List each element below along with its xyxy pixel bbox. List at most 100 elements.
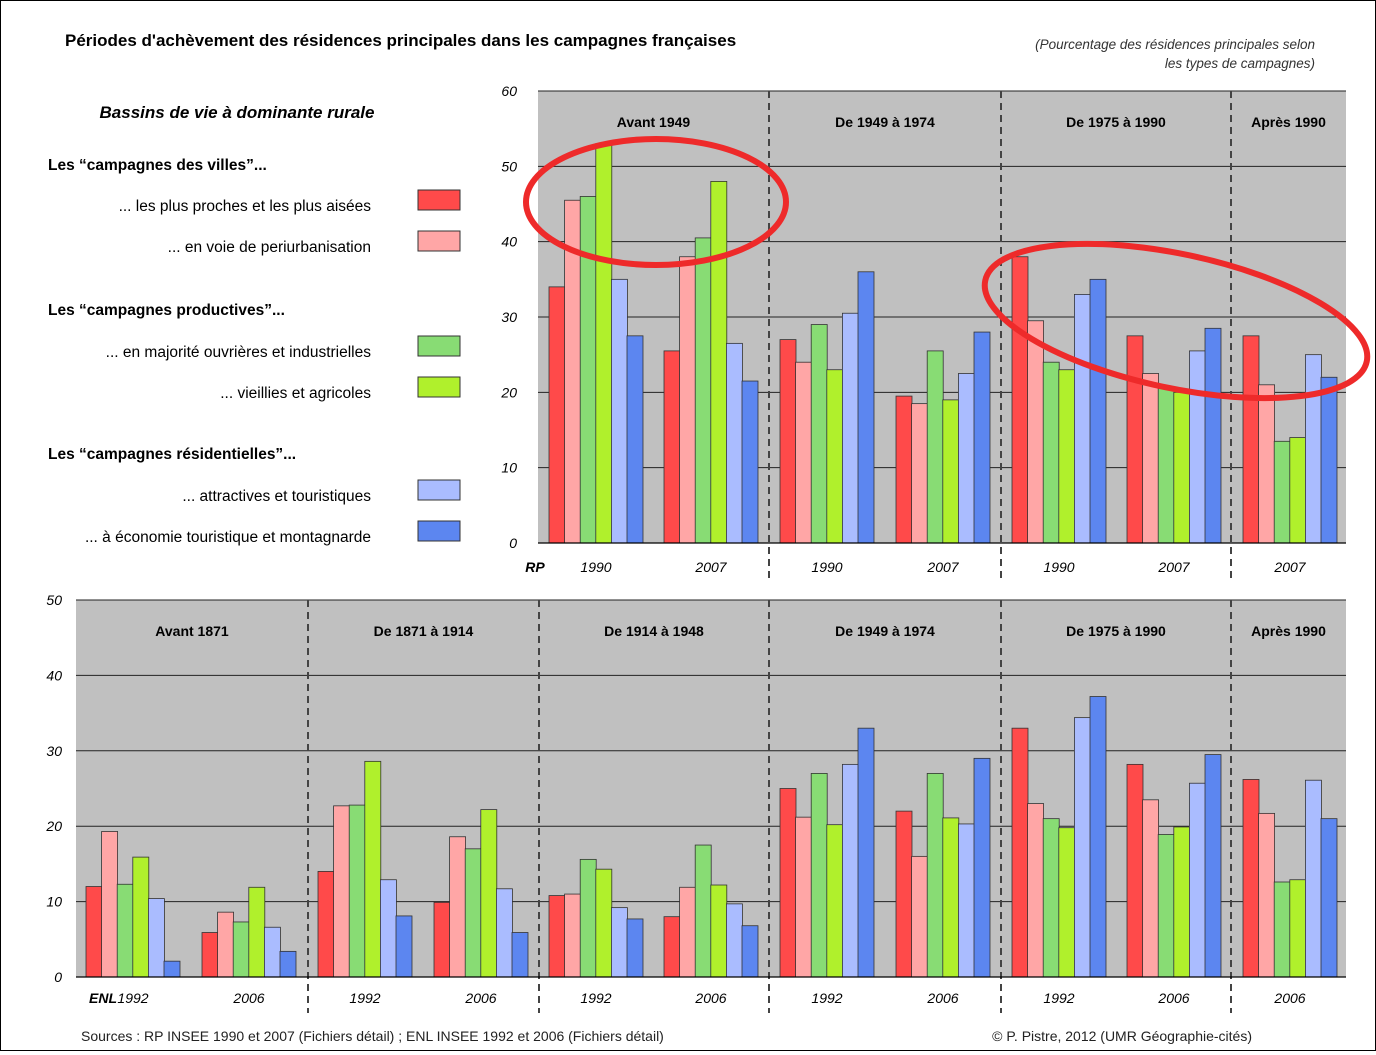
bar-enl-de-1914-a-1948-2006-s4 [710,884,728,978]
bar-enl-de-1975-a-1990-1992-s1 [1011,727,1029,978]
bar-enl-de-1871-a-1914-1992-s1 [317,871,335,978]
y-tick-label-rp: 20 [500,384,517,400]
bar-enl-avant-1871-2006-s6 [279,950,297,978]
bar-enl-de-1871-a-1914-1992-s6 [395,915,413,978]
bar-rp-apres-1990-2007-s4 [1289,437,1307,544]
bar-enl-de-1975-a-1990-1992-s4 [1058,827,1076,978]
bar-rp-avant-1949-2007-s6 [741,380,759,544]
bar-rp-avant-1949-2007-s4 [710,180,728,544]
x-year-label-rp: 1990 [1043,559,1074,575]
sources-text: Sources : RP INSEE 1990 et 2007 (Fichier… [81,1028,664,1044]
bar-enl-de-1949-a-1974-2006-s1 [895,810,913,978]
bar-enl-avant-1871-1992-s5 [147,898,165,978]
bar-rp-de-1949-a-1974-1990-s4 [826,369,844,544]
period-label-de-1949-a-1974: De 1949 à 1974 [835,623,935,639]
bar-enl-de-1949-a-1974-2006-s5 [958,823,975,978]
bar-rp-de-1975-a-1990-2007-s2 [1142,373,1159,544]
bar-rp-apres-1990-2007-s6 [1320,376,1338,544]
y-tick-label-enl: 30 [46,743,62,759]
period-label-avant-1949: Avant 1949 [617,114,691,130]
bar-enl-de-1914-a-1948-2006-s1 [663,916,681,978]
y-tick-label-rp: 50 [501,158,517,174]
unit-note-line-1: (Pourcentage des résidences principales … [1035,37,1315,52]
period-label-avant-1871: Avant 1871 [155,623,229,639]
bar-enl-de-1914-a-1948-1992-s6 [626,918,644,978]
bar-enl-de-1949-a-1974-1992-s6 [857,727,875,978]
bar-rp-de-1975-a-1990-2007-s6 [1204,327,1222,544]
x-year-label-rp: 2007 [1157,559,1190,575]
bar-rp-apres-1990-2007-s3 [1273,440,1291,544]
bar-enl-apres-1990-2006-s3 [1273,881,1291,978]
bar-rp-apres-1990-2007-s5 [1305,354,1322,544]
bar-enl-de-1975-a-1990-2006-s2 [1142,799,1159,978]
bar-rp-de-1949-a-1974-1990-s6 [857,271,875,544]
bar-enl-apres-1990-2006-s5 [1305,779,1322,978]
bar-enl-de-1914-a-1948-1992-s2 [564,893,581,978]
source-label-enl: ENL [89,990,117,1006]
bar-enl-de-1975-a-1990-2006-s4 [1173,826,1191,978]
bar-rp-avant-1949-1990-s6 [626,335,644,544]
bar-enl-de-1949-a-1974-2006-s6 [973,757,991,978]
bar-rp-de-1949-a-1974-2007-s3 [926,350,944,544]
bar-enl-de-1975-a-1990-2006-s5 [1189,782,1206,978]
bar-enl-de-1871-a-1914-2006-s4 [480,809,498,978]
bar-enl-de-1949-a-1974-2006-s2 [911,855,928,978]
bar-rp-avant-1949-1990-s3 [579,196,597,544]
bar-enl-de-1949-a-1974-2006-s3 [926,773,944,978]
bar-enl-apres-1990-2006-s2 [1258,812,1275,978]
bar-rp-de-1975-a-1990-1990-s5 [1074,293,1091,544]
y-tick-label-enl: 40 [46,667,62,683]
bar-enl-de-1914-a-1948-2006-s2 [679,886,696,978]
bar-enl-de-1975-a-1990-2006-s1 [1126,763,1144,978]
period-label-de-1914-a-1948: De 1914 à 1948 [604,623,704,639]
bar-enl-avant-1871-2006-s5 [263,926,281,978]
bar-rp-avant-1949-2007-s3 [694,237,712,544]
legend-swatch-agricoles [417,376,461,398]
bar-rp-avant-1949-1990-s5 [611,278,628,544]
x-year-label-enl: 2006 [1273,990,1305,1006]
bar-rp-de-1949-a-1974-2007-s6 [973,331,991,544]
x-year-label-enl: 1992 [117,990,148,1006]
x-year-label-rp: 2007 [926,559,959,575]
period-label-apres-1990: Après 1990 [1251,114,1326,130]
x-year-label-enl: 1992 [1043,990,1074,1006]
legend-label-montagnarde: ... à économie touristique et montagnard… [85,529,371,546]
bar-enl-de-1949-a-1974-1992-s2 [795,816,812,978]
bar-enl-de-1871-a-1914-1992-s2 [333,805,351,978]
x-year-label-enl: 2006 [1157,990,1189,1006]
legend-swatch-proches-aisees [417,189,461,211]
bar-rp-de-1975-a-1990-2007-s1 [1126,335,1144,544]
legend-swatch-touristiques [417,479,461,501]
bar-rp-avant-1949-1990-s1 [548,286,566,544]
bar-enl-de-1975-a-1990-1992-s3 [1042,818,1060,978]
x-year-label-enl: 2006 [232,990,264,1006]
bar-enl-avant-1871-1992-s3 [116,883,134,978]
x-year-label-rp: 2007 [1273,559,1306,575]
bar-enl-avant-1871-2006-s1 [201,932,219,978]
bar-enl-apres-1990-2006-s1 [1242,779,1260,978]
x-year-label-enl: 2006 [694,990,726,1006]
chart-rp: 0 10 20 30 40 50 60 1990 2007 1990 2007 1990 2007 200… [500,83,1346,582]
bar-rp-de-1949-a-1974-2007-s2 [911,403,928,544]
bar-enl-de-1949-a-1974-1992-s4 [826,824,844,978]
bar-enl-de-1975-a-1990-1992-s5 [1074,717,1091,978]
period-label-de-1871-a-1914: De 1871 à 1914 [374,623,474,639]
bar-rp-de-1949-a-1974-2007-s5 [958,373,975,544]
bar-enl-avant-1871-1992-s2 [101,831,118,978]
bar-enl-de-1914-a-1948-1992-s1 [548,895,566,978]
period-label-de-1975-a-1990: De 1975 à 1990 [1066,623,1166,639]
bar-enl-de-1871-a-1914-2006-s3 [464,848,482,978]
highlight-ellipse-1975-1990 [981,240,1371,402]
bar-enl-de-1914-a-1948-2006-s5 [726,903,743,978]
chart-enl: 0 10 20 30 40 50 1992 2006 1992 2006 1992 2006 1992 2… [45,592,1346,1013]
bar-rp-de-1975-a-1990-1990-s4 [1058,369,1076,544]
y-tick-label-enl: 20 [45,818,62,834]
bar-enl-de-1949-a-1974-1992-s5 [842,763,859,978]
bar-enl-de-1871-a-1914-1992-s4 [364,760,382,978]
unit-note-line-2: les types de campagnes) [1165,56,1315,71]
bar-enl-de-1914-a-1948-1992-s3 [579,858,597,978]
period-label-de-1975-a-1990: De 1975 à 1990 [1066,114,1166,130]
bar-rp-de-1949-a-1974-1990-s5 [842,312,859,544]
